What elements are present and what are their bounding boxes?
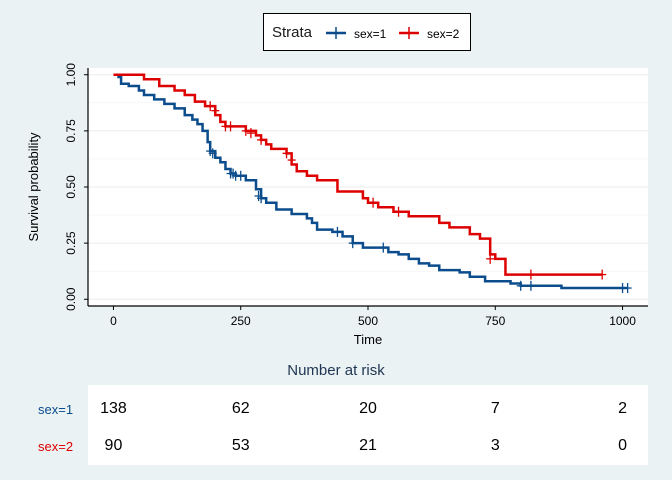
censor-mark-sex1-10: [379, 242, 388, 253]
x-tick-label-3: 750: [485, 314, 505, 328]
censor-mark-sex2-10: [394, 206, 403, 217]
risk-cell-sex2-1000: 0: [618, 437, 627, 454]
risk-cell-sex1-500: 20: [359, 400, 377, 417]
risk-cell-sex1-1000: 2: [618, 400, 627, 417]
risk-cell-sex2-250: 53: [231, 437, 250, 454]
risk-row-label-sex1: sex=1: [38, 402, 74, 417]
censor-mark-sex1-5: [236, 170, 245, 181]
series-layer: [113, 73, 632, 294]
censor-mark-sex2-12: [526, 269, 535, 280]
censor-mark-sex2-11: [486, 253, 495, 264]
legend-key-sex2: [399, 27, 419, 39]
censor-mark-sex1-14: [623, 283, 632, 294]
y-axis-label: Survival probability: [26, 132, 41, 242]
risk-row-label-sex2: sex=2: [38, 439, 74, 454]
x-tick-label-4: 1000: [609, 314, 636, 328]
censor-mark-sex2-6: [257, 134, 266, 145]
y-tick-label-4: 1.00: [64, 63, 78, 87]
censor-mark-sex1-9: [348, 238, 357, 249]
legend-key-sex1: [326, 27, 346, 39]
risk-cell-sex1-250: 62: [231, 400, 250, 417]
x-tick-label-2: 500: [358, 314, 378, 328]
x-ticks: 0 250 500 750 1000: [110, 306, 636, 328]
risk-cell-sex1-750: 7: [490, 400, 500, 417]
x-axis-label: Time: [354, 332, 382, 347]
y-tick-label-0: 0.00: [64, 287, 78, 311]
y-tick-label-2: 0.50: [64, 175, 78, 199]
censor-mark-sex2-8: [287, 155, 296, 166]
y-tick-label-3: 0.75: [64, 119, 78, 143]
risk-table-panel: [88, 385, 648, 465]
censor-mark-sex1-11: [516, 280, 525, 291]
censor-mark-sex1-7: [257, 193, 266, 204]
legend-label-sex1: sex=1: [354, 27, 387, 41]
risk-table-title: Number at risk: [287, 362, 385, 379]
censor-mark-sex2-7: [282, 148, 291, 159]
censor-mark-sex2-13: [598, 269, 607, 280]
risk-cell-sex2-750: 3: [490, 437, 500, 454]
censor-mark-sex2-1: [211, 105, 220, 116]
legend-label-sex2: sex=2: [427, 27, 460, 41]
censor-mark-sex2-5: [246, 128, 255, 139]
x-tick-label-0: 0: [110, 314, 117, 328]
censor-mark-sex2-0: [206, 101, 215, 112]
risk-cell-sex1-0: 138: [100, 400, 127, 417]
y-tick-label-1: 0.25: [64, 231, 78, 255]
risk-cell-sex2-0: 90: [104, 437, 123, 454]
censor-mark-sex2-4: [241, 125, 250, 136]
x-tick-label-1: 250: [231, 314, 251, 328]
censor-mark-sex2-9: [369, 197, 378, 208]
risk-cell-sex2-500: 21: [359, 437, 377, 454]
y-ticks: 0.00 0.25 0.50 0.75 1.00: [64, 63, 88, 311]
censor-mark-sex1-1: [208, 148, 217, 159]
censor-mark-sex1-12: [526, 280, 535, 291]
legend-title: Strata: [272, 24, 313, 41]
censor-mark-sex1-8: [333, 226, 342, 237]
legend: Strata sex=1 sex=2: [263, 13, 471, 51]
gridlines: [88, 74, 648, 300]
censor-mark-sex2-3: [226, 121, 235, 132]
